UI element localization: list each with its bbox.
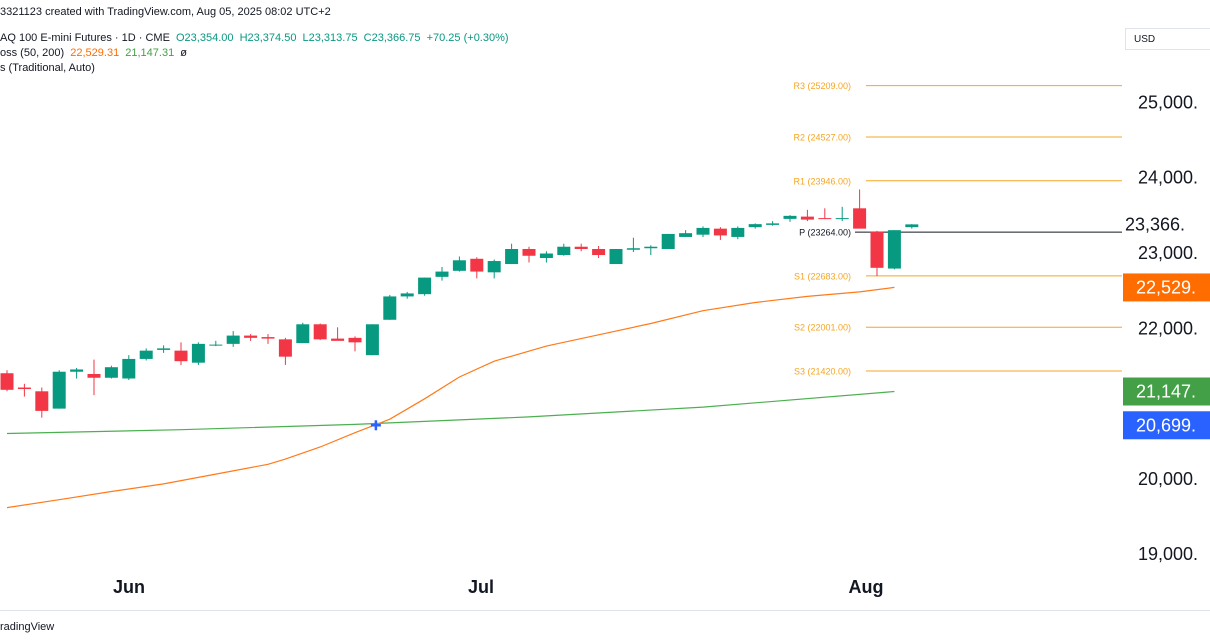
candle-body <box>452 260 466 271</box>
candle-body <box>191 343 205 363</box>
candle-body <box>905 224 919 228</box>
symbol-legend: AQ 100 E-mini Futures · 1D · CME O23,354… <box>0 32 512 44</box>
candle-body <box>522 248 536 256</box>
symbol-name: AQ 100 E-mini Futures · 1D · CME <box>0 32 170 44</box>
candle-body <box>853 208 867 229</box>
candle-body <box>244 335 258 338</box>
candle-body <box>331 338 345 341</box>
candle-body <box>626 248 640 250</box>
x-tick-label: Jul <box>468 577 494 597</box>
ma-legend-name: oss (50, 200) <box>0 47 65 59</box>
y-tick-label: 25,000. <box>1138 92 1198 112</box>
candle-body <box>70 369 84 372</box>
candle-body <box>0 373 14 390</box>
candle-body <box>696 227 710 235</box>
candle-body <box>470 258 484 272</box>
candle-body <box>139 350 153 359</box>
candle-body <box>783 215 797 219</box>
candle-body <box>731 227 745 237</box>
candle-body <box>278 339 292 357</box>
candle-body <box>104 367 118 378</box>
pivot-label: S2 (22001.00) <box>794 323 851 333</box>
ohlc-open: O23,354.00 <box>176 32 234 44</box>
candle-body <box>557 246 571 256</box>
candle-body <box>487 261 501 273</box>
candle-body <box>157 348 171 350</box>
y-tick-label: 20,000. <box>1138 469 1198 489</box>
candle-body <box>35 391 49 411</box>
candle-body <box>348 337 362 343</box>
candle-body <box>870 231 884 268</box>
ma200-legend-value: 21,147.31 <box>125 47 175 59</box>
ma50-line <box>6 286 895 509</box>
candle-body <box>661 233 675 249</box>
y-tick-label: 22,000. <box>1138 318 1198 338</box>
pivot-label: S3 (21420.00) <box>794 366 851 376</box>
candle-body <box>365 324 379 356</box>
price-tag-label: 20,699. <box>1136 415 1196 435</box>
pivot-label: R3 (25209.00) <box>793 81 851 91</box>
ma50-legend-value: 22,529.31 <box>70 47 120 59</box>
x-tick-label: Aug <box>849 577 884 597</box>
pivot-label: P (23264.00) <box>799 228 851 238</box>
candle-body <box>609 248 623 265</box>
y-tick-label: 19,000. <box>1138 544 1198 564</box>
candle-body <box>226 335 240 344</box>
ohlc-close: C23,366.75 <box>363 32 421 44</box>
pivot-legend-text: s (Traditional, Auto) <box>0 62 95 74</box>
candle-body <box>574 246 588 249</box>
candle-body <box>644 246 658 249</box>
candle-body <box>17 387 31 390</box>
candle-body <box>505 248 519 265</box>
candle-body <box>748 224 762 228</box>
price-tag-label: 21,147. <box>1136 382 1196 402</box>
candle-body <box>679 233 693 237</box>
candle-body <box>887 230 901 269</box>
candle-body <box>383 296 397 320</box>
ma200-line <box>6 390 895 435</box>
candle-body <box>713 228 727 236</box>
tradingview-logo-text: radingView <box>0 621 55 633</box>
candle-body <box>435 271 449 277</box>
candle-body <box>52 371 66 409</box>
candle-body <box>313 324 327 340</box>
pivot-label: R1 (23946.00) <box>793 176 851 186</box>
ohlc-low: L23,313.75 <box>302 32 358 44</box>
candle-body <box>122 358 136 379</box>
candle-body <box>539 253 553 259</box>
candle-body <box>766 223 780 225</box>
candle-body <box>261 337 275 339</box>
candle-body <box>800 216 814 220</box>
y-tick-label: 23,000. <box>1138 243 1198 263</box>
footer-bar: radingView <box>0 610 1210 643</box>
pivot-label: R2 (24527.00) <box>793 133 851 143</box>
candle-body <box>296 324 310 344</box>
y-tick-label: 24,000. <box>1138 168 1198 188</box>
price-tag <box>1123 377 1210 406</box>
ma-legend-symbol: ø <box>180 47 187 59</box>
price-tag <box>1123 273 1210 302</box>
price-tag <box>1123 411 1210 440</box>
candle-body <box>209 344 223 346</box>
pivot-legend: s (Traditional, Auto) <box>0 62 98 74</box>
candle-body <box>835 218 849 220</box>
price-tag-label: 22,529. <box>1136 277 1196 297</box>
ohlc-high: H23,374.50 <box>239 32 297 44</box>
price-tag-label: 23,366. <box>1125 214 1185 234</box>
chart-caption: 3321123 created with TradingView.com, Au… <box>0 6 331 18</box>
candle-body <box>818 218 832 220</box>
candle-body <box>418 277 432 295</box>
pivot-label: S1 (22683.00) <box>794 271 851 281</box>
candle-body <box>400 293 414 297</box>
ma-legend: oss (50, 200) 22,529.31 21,147.31 ø <box>0 47 190 59</box>
currency-selector[interactable]: USD <box>1125 28 1210 50</box>
x-tick-label: Jun <box>113 577 145 597</box>
candle-body <box>174 350 188 362</box>
candle-body <box>87 373 101 378</box>
ohlc-change: +70.25 (+0.30%) <box>426 32 509 44</box>
candle-body <box>592 248 606 256</box>
